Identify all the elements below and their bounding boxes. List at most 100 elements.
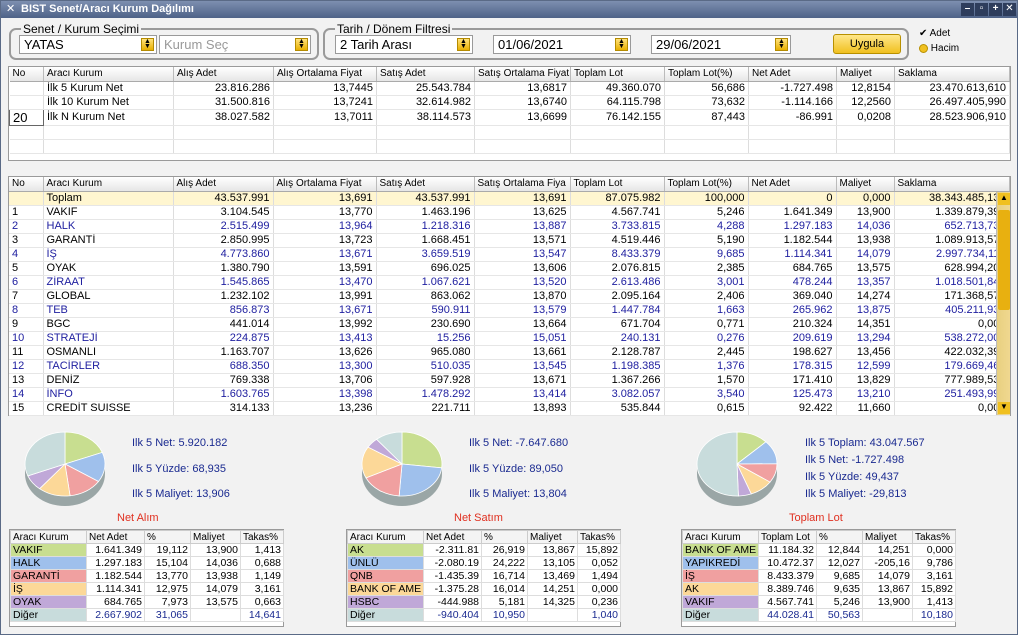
table-row[interactable]: 5 OYAK 1.380.790 13,591 696.025 13,606 2.076.8…	[9, 261, 1010, 276]
column-header[interactable]: Takas%	[240, 530, 284, 544]
table-row[interactable]: 20 İlk N Kurum Net 38.027.582 13,7011 38.114…	[9, 108, 1010, 126]
column-header[interactable]: Aracı Kurum	[43, 67, 174, 82]
title-bar: ✕ BIST Senet/Aracı Kurum Dağılımı – ▫ + …	[1, 1, 1017, 18]
maximize-icon[interactable]: +	[989, 3, 1002, 16]
table-row[interactable]: BANK OF AME -1.375.28 16,014 14,251 0,000	[347, 582, 621, 596]
senet-select[interactable]: YATAS ▲ ▼	[19, 35, 157, 54]
table-row[interactable]: VAKIF 4.567.741 5,246 13,900 1,413	[682, 595, 956, 609]
chevron-updown-icon[interactable]: ▲ ▼	[141, 38, 154, 51]
table-row[interactable]: HSBC -444.988 5,181 14,325 0,236	[347, 595, 621, 609]
column-header[interactable]: No	[9, 177, 44, 192]
table-row[interactable]: 9 BGC 441.014 13,992 230.690 13,664 671.704 0,7…	[9, 317, 1010, 332]
column-header[interactable]: Maliyet	[190, 530, 241, 544]
table-row[interactable]: 3 GARANTİ 2.850.995 13,723 1.668.451 13,571 4.…	[9, 233, 1010, 248]
chevron-updown-icon[interactable]: ▲ ▼	[295, 38, 308, 51]
close-icon[interactable]: ✕	[6, 3, 16, 15]
table-row[interactable]: Diğer 2.667.902 31,065 14,641	[10, 608, 284, 622]
table-row[interactable]: Toplam 43.537.991 13,691 43.537.991 13,691 87…	[9, 191, 1010, 206]
scroll-thumb[interactable]	[998, 210, 1010, 310]
table-row[interactable]: 8 TEB 856.873 13,671 590.911 13,579 1.447.784 1…	[9, 303, 1010, 318]
table-row[interactable]: 2 HALK 2.515.499 13,964 1.218.316 13,887 3.733…	[9, 219, 1010, 234]
end-date-field[interactable]: 29/06/2021 ▲ ▼	[651, 35, 791, 54]
table-row[interactable]: 11 OSMANLI 1.163.707 13,626 965.080 13,661 2.1…	[9, 345, 1010, 360]
table-row[interactable]: İŞ 1.114.341 12,975 14,079 3,161	[10, 582, 284, 596]
column-header[interactable]: Toplam Lot(%)	[664, 177, 749, 192]
table-row[interactable]: İlk 5 Kurum Net 23.816.286 13,7445 25.543.7…	[9, 81, 1010, 96]
table-row[interactable]: 12 TACİRLER 688.350 13,300 510.035 13,545 1.19…	[9, 359, 1010, 374]
table-row[interactable]: 1 VAKIF 3.104.545 13,770 1.463.196 13,625 4.56…	[9, 205, 1010, 220]
window-close-icon[interactable]: ✕	[1003, 3, 1016, 16]
column-header[interactable]: Aracı Kurum	[10, 530, 87, 544]
table-row[interactable]: YAPIKREDİ 10.472.37 12,027 -205,16 9,786	[682, 556, 956, 570]
column-header[interactable]: Net Adet	[748, 177, 837, 192]
table-scrollbar[interactable]: ▲ ▼	[996, 192, 1010, 415]
table-row[interactable]: QNB -1.435.39 16,714 13,469 1,494	[347, 569, 621, 583]
column-header[interactable]: Saklama	[894, 177, 1010, 192]
table-row[interactable]: 10 STRATEJİ 224.875 13,413 15.256 15,051 240.1…	[9, 331, 1010, 346]
column-header[interactable]: Maliyet	[527, 530, 578, 544]
column-header[interactable]: Saklama	[894, 67, 1010, 82]
column-header[interactable]: Alış Ortalama Fiyat	[273, 67, 377, 82]
table-row[interactable]: VAKIF 1.641.349 19,112 13,900 1,413	[10, 543, 284, 557]
table-row[interactable]: 13 DENİZ 769.338 13,706 597.928 13,671 1.367.2…	[9, 373, 1010, 388]
column-header[interactable]: %	[481, 530, 528, 544]
column-header[interactable]: Satış Ortalama Fiya	[474, 177, 571, 192]
start-date-field[interactable]: 01/06/2021 ▲ ▼	[493, 35, 631, 54]
column-header[interactable]: Net Adet	[423, 530, 482, 544]
column-header[interactable]: Toplam Lot(%)	[664, 67, 749, 82]
table-row[interactable]: 6 ZİRAAT 1.545.865 13,470 1.067.621 13,520 2.6…	[9, 275, 1010, 290]
kurum-select[interactable]: Kurum Seç ▲ ▼	[159, 35, 311, 54]
table-row[interactable]: 15 CREDİT SUISSE 314.133 13,236 221.711 13,89…	[9, 401, 1010, 416]
table-cell: 12,975	[144, 582, 191, 596]
column-header[interactable]: Aracı Kurum	[347, 530, 424, 544]
column-header[interactable]: Maliyet	[862, 530, 913, 544]
column-header[interactable]: Toplam Lot	[570, 67, 665, 82]
table-row[interactable]: BANK OF AME 11.184.32 12,844 14,251 0,000	[682, 543, 956, 557]
column-header[interactable]: Satış Adet	[376, 67, 475, 82]
table-row[interactable]: İlk 10 Kurum Net 31.500.816 13,7241 32.614.…	[9, 95, 1010, 110]
table-row[interactable]: AK 8.389.746 9,635 13,867 15,892	[682, 582, 956, 596]
column-header[interactable]: Toplam Lot	[570, 177, 665, 192]
column-header[interactable]: Aracı Kurum	[43, 177, 174, 192]
table-row[interactable]: OYAK 684.765 7,973 13,575 0,663	[10, 595, 284, 609]
table-cell: 13,626	[273, 345, 377, 360]
chevron-updown-icon[interactable]: ▲ ▼	[775, 38, 788, 51]
column-header[interactable]: %	[144, 530, 191, 544]
table-row[interactable]: Diğer -940.404 10,950 1,040	[347, 608, 621, 622]
scroll-up-icon[interactable]: ▲	[998, 193, 1010, 205]
chevron-updown-icon[interactable]: ▲ ▼	[615, 38, 628, 51]
column-header[interactable]: No	[9, 67, 44, 82]
table-row[interactable]: GARANTİ 1.182.544 13,770 13,938 1,149	[10, 569, 284, 583]
table-row[interactable]: 7 GLOBAL 1.232.102 13,991 863.062 13,870 2.095…	[9, 289, 1010, 304]
table-cell: 15,051	[474, 331, 571, 346]
table-row[interactable]: AK -2.311.81 26,919 13,867 15,892	[347, 543, 621, 557]
adet-checkbox[interactable]: ✔ Adet	[919, 28, 950, 39]
column-header[interactable]: Aracı Kurum	[682, 530, 759, 544]
scroll-down-icon[interactable]: ▼	[998, 402, 1010, 414]
column-header[interactable]: Takas%	[912, 530, 956, 544]
column-header[interactable]: Satış Adet	[376, 177, 475, 192]
column-header[interactable]: Maliyet	[836, 67, 895, 82]
column-header[interactable]: Net Adet	[748, 67, 837, 82]
minimize-icon[interactable]: –	[961, 3, 974, 16]
table-row[interactable]: İŞ 8.433.379 9,685 14,079 3,161	[682, 569, 956, 583]
column-header[interactable]: Alış Ortalama Fiyat	[273, 177, 377, 192]
chevron-updown-icon[interactable]: ▲ ▼	[457, 38, 470, 51]
column-header[interactable]: Maliyet	[836, 177, 895, 192]
table-row[interactable]: ÜNLÜ -2.080.19 24,222 13,105 0,052	[347, 556, 621, 570]
column-header[interactable]: Net Adet	[86, 530, 145, 544]
table-row[interactable]: 4 İŞ 4.773.860 13,671 3.659.519 13,547 8.433.3…	[9, 247, 1010, 262]
column-header[interactable]: Alış Adet	[173, 67, 274, 82]
hacim-radio[interactable]: Hacim	[919, 43, 959, 54]
column-header[interactable]: Toplam Lot	[758, 530, 817, 544]
column-header[interactable]: %	[816, 530, 863, 544]
column-header[interactable]: Satış Ortalama Fiyat	[474, 67, 571, 82]
table-row[interactable]: Diğer 44.028.41 50,563 10,180	[682, 608, 956, 622]
apply-button[interactable]: Uygula	[833, 34, 901, 54]
table-row[interactable]: HALK 1.297.183 15,104 14,036 0,688	[10, 556, 284, 570]
column-header[interactable]: Takas%	[577, 530, 621, 544]
column-header[interactable]: Alış Adet	[173, 177, 274, 192]
period-select[interactable]: 2 Tarih Arası ▲ ▼	[335, 35, 473, 54]
table-row[interactable]: 14 İNFO 1.603.765 13,398 1.478.292 13,414 3.08…	[9, 387, 1010, 402]
restore-icon[interactable]: ▫	[975, 3, 988, 16]
